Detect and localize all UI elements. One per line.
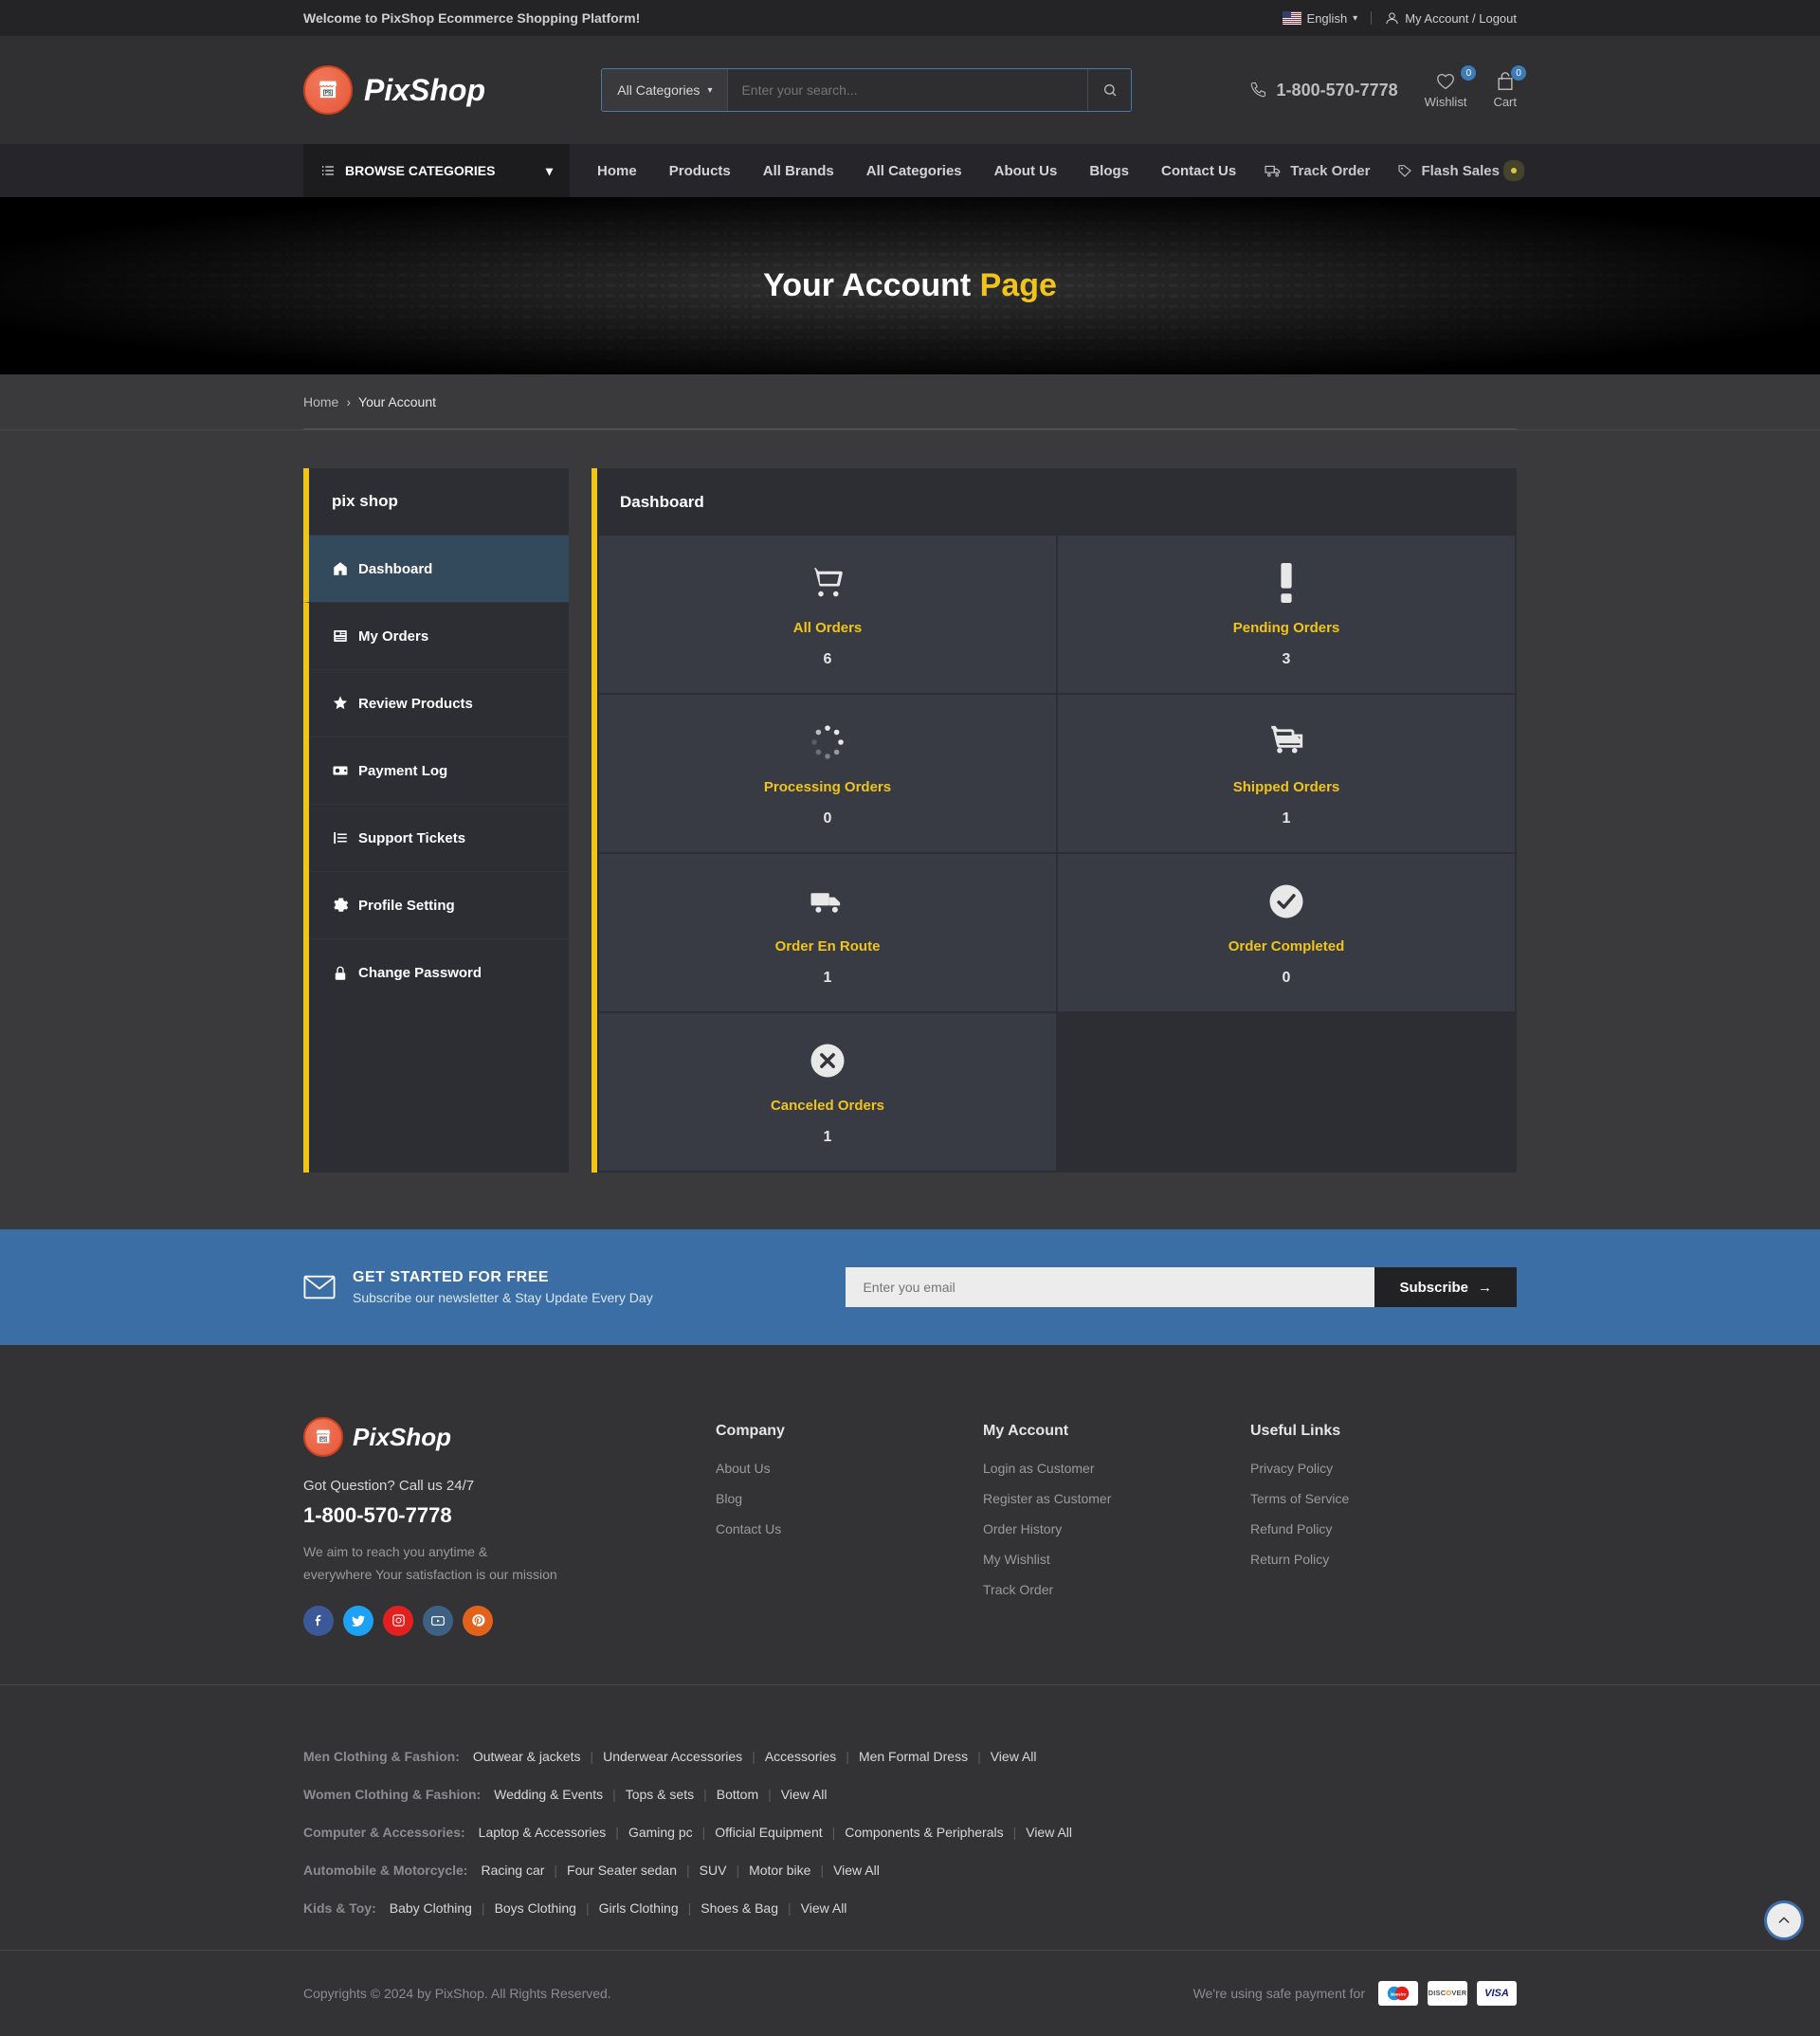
svg-text:PS: PS (324, 91, 332, 97)
svg-text:Maestro: Maestro (1391, 1991, 1407, 1996)
svg-text:PS: PS (320, 1437, 326, 1442)
